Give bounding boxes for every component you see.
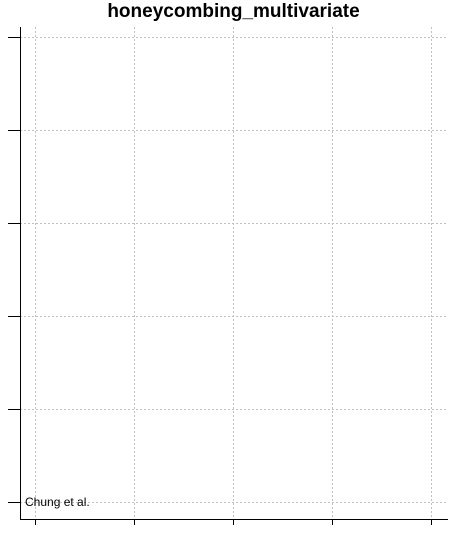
chart-title: honeycombing_multivariate (107, 1, 360, 22)
point-label: Chung et al. (25, 495, 90, 509)
